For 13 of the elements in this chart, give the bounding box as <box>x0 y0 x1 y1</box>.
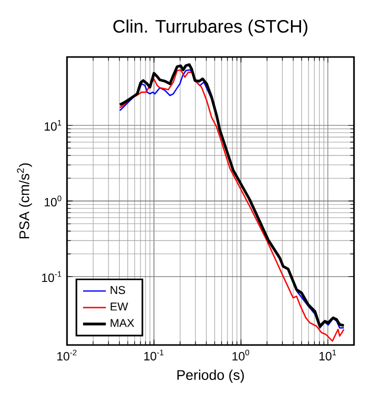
legend-label: EW <box>110 302 128 310</box>
chart-title: Clin. Turrubares (STCH) <box>113 20 308 36</box>
x-tick-label: 10$^{1}$ <box>320 350 336 360</box>
x-tick-label: 10$^{-1}$ <box>144 350 164 360</box>
legend-label: NS <box>110 286 126 294</box>
x-axis-title: Periodo (s) <box>177 370 244 383</box>
legend-label: MAX <box>110 319 134 327</box>
x-tick-label: 10$^{-2}$ <box>57 350 76 361</box>
x-tick-label: 10$^{0}$ <box>232 350 250 361</box>
y-tick-label: 10$^{1}$ <box>44 120 62 131</box>
y-tick-label: 10$^{0}$ <box>44 196 62 206</box>
y-axis-title: PSA (cm/s$^{2}$) <box>16 163 32 238</box>
y-tick-label: 10$^{-1}$ <box>42 271 62 282</box>
